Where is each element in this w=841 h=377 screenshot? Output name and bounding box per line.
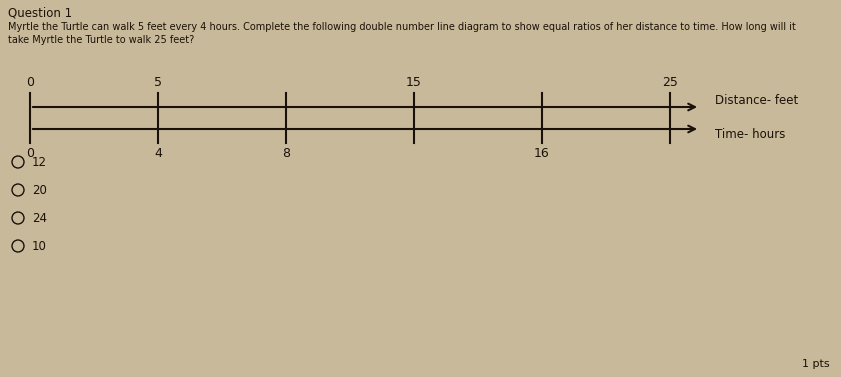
Text: take Myrtle the Turtle to walk 25 feet?: take Myrtle the Turtle to walk 25 feet? <box>8 35 194 45</box>
Text: Distance- feet: Distance- feet <box>715 95 798 107</box>
Text: Time- hours: Time- hours <box>715 129 785 141</box>
Text: 24: 24 <box>32 211 47 224</box>
Text: Question 1: Question 1 <box>8 7 72 20</box>
Text: 8: 8 <box>282 147 290 160</box>
Text: 12: 12 <box>32 155 47 169</box>
Text: 10: 10 <box>32 239 47 253</box>
Text: Myrtle the Turtle can walk 5 feet every 4 hours. Complete the following double n: Myrtle the Turtle can walk 5 feet every … <box>8 22 796 32</box>
Text: 4: 4 <box>154 147 162 160</box>
Text: 16: 16 <box>534 147 550 160</box>
Text: 5: 5 <box>154 76 162 89</box>
Text: 25: 25 <box>662 76 678 89</box>
Text: 1 pts: 1 pts <box>802 359 830 369</box>
Text: 15: 15 <box>406 76 422 89</box>
Text: 0: 0 <box>26 147 34 160</box>
Text: 20: 20 <box>32 184 47 196</box>
Text: 0: 0 <box>26 76 34 89</box>
